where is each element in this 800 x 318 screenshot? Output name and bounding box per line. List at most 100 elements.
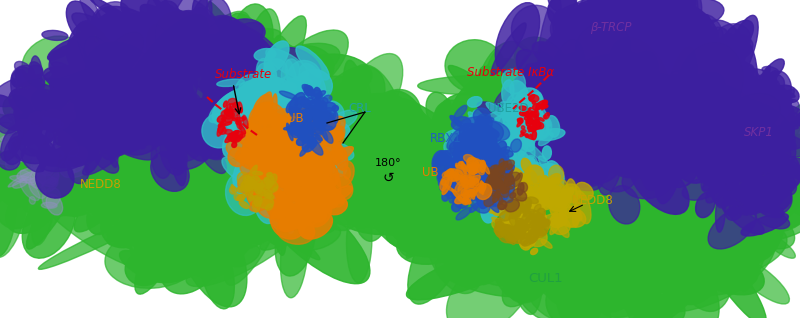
Ellipse shape bbox=[557, 255, 641, 318]
Ellipse shape bbox=[727, 183, 749, 195]
Ellipse shape bbox=[726, 111, 742, 128]
Ellipse shape bbox=[656, 114, 680, 152]
Ellipse shape bbox=[53, 174, 200, 206]
Ellipse shape bbox=[555, 202, 567, 207]
Ellipse shape bbox=[105, 230, 200, 288]
Ellipse shape bbox=[257, 197, 302, 243]
Ellipse shape bbox=[538, 205, 597, 257]
Ellipse shape bbox=[714, 136, 733, 156]
Ellipse shape bbox=[530, 132, 604, 191]
Ellipse shape bbox=[470, 154, 482, 176]
Ellipse shape bbox=[522, 111, 529, 116]
Ellipse shape bbox=[481, 186, 502, 223]
Ellipse shape bbox=[147, 171, 171, 232]
Ellipse shape bbox=[311, 128, 341, 155]
Ellipse shape bbox=[529, 173, 646, 209]
Ellipse shape bbox=[633, 74, 688, 116]
Ellipse shape bbox=[784, 89, 794, 101]
Ellipse shape bbox=[304, 86, 313, 95]
Ellipse shape bbox=[486, 170, 498, 186]
Ellipse shape bbox=[256, 117, 283, 139]
Ellipse shape bbox=[174, 119, 214, 142]
Ellipse shape bbox=[178, 134, 221, 159]
Ellipse shape bbox=[170, 104, 212, 146]
Ellipse shape bbox=[720, 39, 758, 145]
Ellipse shape bbox=[746, 146, 790, 164]
Ellipse shape bbox=[280, 197, 309, 218]
Ellipse shape bbox=[520, 198, 530, 217]
Ellipse shape bbox=[724, 137, 737, 154]
Ellipse shape bbox=[562, 212, 600, 250]
Ellipse shape bbox=[406, 142, 506, 258]
Ellipse shape bbox=[594, 26, 647, 82]
Ellipse shape bbox=[447, 169, 454, 178]
Ellipse shape bbox=[74, 110, 100, 148]
Ellipse shape bbox=[246, 173, 281, 206]
Ellipse shape bbox=[763, 59, 784, 82]
Ellipse shape bbox=[434, 178, 474, 208]
Ellipse shape bbox=[511, 5, 559, 52]
Ellipse shape bbox=[302, 163, 323, 187]
Ellipse shape bbox=[266, 173, 272, 176]
Ellipse shape bbox=[286, 127, 294, 133]
Ellipse shape bbox=[475, 160, 481, 166]
Ellipse shape bbox=[29, 128, 46, 145]
Ellipse shape bbox=[238, 49, 284, 97]
Ellipse shape bbox=[541, 105, 548, 108]
Ellipse shape bbox=[681, 164, 771, 220]
Ellipse shape bbox=[114, 105, 167, 155]
Ellipse shape bbox=[771, 107, 783, 121]
Ellipse shape bbox=[602, 0, 665, 44]
Ellipse shape bbox=[532, 131, 537, 140]
Ellipse shape bbox=[563, 68, 622, 110]
Ellipse shape bbox=[702, 73, 738, 95]
Ellipse shape bbox=[654, 110, 686, 204]
Ellipse shape bbox=[144, 62, 197, 156]
Ellipse shape bbox=[322, 183, 344, 204]
Ellipse shape bbox=[538, 0, 562, 74]
Ellipse shape bbox=[474, 164, 480, 171]
Ellipse shape bbox=[200, 77, 234, 105]
Ellipse shape bbox=[722, 100, 740, 124]
Ellipse shape bbox=[202, 17, 242, 49]
Ellipse shape bbox=[14, 78, 109, 128]
Ellipse shape bbox=[725, 147, 754, 174]
Ellipse shape bbox=[261, 151, 302, 164]
Ellipse shape bbox=[518, 118, 523, 123]
Ellipse shape bbox=[646, 125, 698, 187]
Ellipse shape bbox=[316, 129, 334, 154]
Ellipse shape bbox=[159, 207, 231, 294]
Ellipse shape bbox=[490, 59, 536, 101]
Ellipse shape bbox=[464, 184, 467, 188]
Ellipse shape bbox=[297, 137, 306, 146]
Ellipse shape bbox=[151, 40, 180, 63]
Ellipse shape bbox=[762, 128, 775, 150]
Ellipse shape bbox=[17, 168, 40, 180]
Ellipse shape bbox=[226, 150, 285, 189]
Ellipse shape bbox=[30, 112, 45, 130]
Ellipse shape bbox=[679, 209, 698, 258]
Ellipse shape bbox=[465, 142, 475, 156]
Ellipse shape bbox=[493, 173, 507, 183]
Ellipse shape bbox=[606, 123, 662, 178]
Ellipse shape bbox=[143, 39, 207, 103]
Ellipse shape bbox=[123, 114, 202, 163]
Ellipse shape bbox=[771, 103, 794, 128]
Ellipse shape bbox=[750, 80, 758, 92]
Ellipse shape bbox=[542, 122, 606, 158]
Ellipse shape bbox=[644, 119, 690, 186]
Ellipse shape bbox=[655, 7, 670, 45]
Ellipse shape bbox=[284, 139, 297, 153]
Ellipse shape bbox=[202, 63, 226, 93]
Ellipse shape bbox=[447, 192, 459, 198]
Ellipse shape bbox=[127, 83, 183, 130]
Ellipse shape bbox=[502, 160, 514, 170]
Ellipse shape bbox=[65, 110, 75, 121]
Ellipse shape bbox=[477, 186, 490, 209]
Ellipse shape bbox=[313, 187, 334, 225]
Ellipse shape bbox=[702, 180, 716, 191]
Ellipse shape bbox=[510, 209, 521, 219]
Ellipse shape bbox=[506, 145, 518, 152]
Ellipse shape bbox=[288, 109, 317, 138]
Ellipse shape bbox=[533, 205, 541, 226]
